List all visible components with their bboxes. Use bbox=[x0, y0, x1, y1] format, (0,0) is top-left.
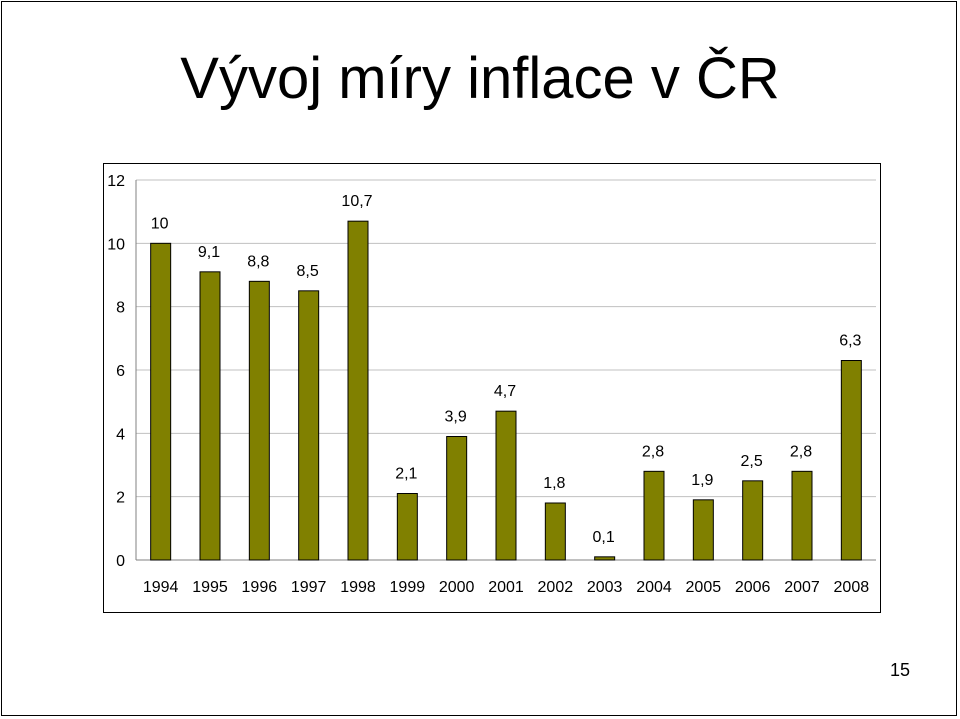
slide-title: Vývoj míry inflace v ČR bbox=[180, 46, 780, 111]
bar-1998 bbox=[347, 220, 369, 561]
bar-2001 bbox=[495, 410, 517, 561]
data-label-2007: 2,8 bbox=[790, 443, 812, 460]
x-tick-label-1999: 1999 bbox=[390, 579, 426, 596]
bar-1997 bbox=[298, 290, 320, 561]
data-label-2001: 4,7 bbox=[494, 383, 516, 400]
x-tick-label-2007: 2007 bbox=[784, 579, 820, 596]
x-tick-label-2008: 2008 bbox=[834, 579, 870, 596]
data-label-1994: 10 bbox=[151, 215, 169, 232]
x-tick-label-1994: 1994 bbox=[143, 579, 179, 596]
chart-frame bbox=[103, 163, 881, 613]
y-tick-label: 10 bbox=[107, 236, 125, 253]
x-tick-label-1995: 1995 bbox=[192, 579, 228, 596]
bar-1996 bbox=[248, 280, 270, 561]
y-tick-label: 8 bbox=[116, 300, 125, 317]
x-tick-label-2005: 2005 bbox=[686, 579, 722, 596]
x-tick-label-2002: 2002 bbox=[538, 579, 574, 596]
y-tick-label: 2 bbox=[116, 490, 125, 507]
y-tick-label: 6 bbox=[116, 363, 125, 380]
page-number: 15 bbox=[889, 660, 910, 680]
data-label-2005: 1,9 bbox=[691, 472, 713, 489]
data-label-1997: 8,5 bbox=[297, 263, 319, 280]
data-label-2003: 0,1 bbox=[593, 529, 615, 546]
data-label-1996: 8,8 bbox=[247, 253, 269, 270]
bar-2006 bbox=[742, 480, 764, 561]
bar-2005 bbox=[692, 499, 714, 561]
bar-1999 bbox=[396, 493, 418, 561]
data-label-2008: 6,3 bbox=[839, 333, 861, 350]
x-tick-label-1996: 1996 bbox=[242, 579, 278, 596]
bar-2000 bbox=[446, 436, 468, 561]
x-tick-label-2000: 2000 bbox=[439, 579, 475, 596]
x-tick-label-2006: 2006 bbox=[735, 579, 771, 596]
y-tick-label: 4 bbox=[116, 426, 125, 443]
x-tick-label-2004: 2004 bbox=[636, 579, 672, 596]
data-label-2002: 1,8 bbox=[543, 475, 565, 492]
bar-1994 bbox=[150, 242, 172, 561]
data-label-2006: 2,5 bbox=[741, 453, 763, 470]
x-tick-label-2003: 2003 bbox=[587, 579, 623, 596]
data-label-1995: 9,1 bbox=[198, 244, 220, 261]
data-label-1999: 2,1 bbox=[395, 466, 417, 483]
bar-2002 bbox=[544, 502, 566, 561]
x-tick-label-1997: 1997 bbox=[291, 579, 327, 596]
y-tick-label: 0 bbox=[116, 553, 125, 570]
x-tick-label-1998: 1998 bbox=[340, 579, 376, 596]
bar-2003 bbox=[594, 556, 616, 561]
x-tick-label-2001: 2001 bbox=[488, 579, 524, 596]
data-label-1998: 10,7 bbox=[341, 193, 372, 210]
bar-2004 bbox=[643, 470, 665, 561]
bar-1995 bbox=[199, 271, 221, 561]
data-label-2000: 3,9 bbox=[445, 409, 467, 426]
bar-2007 bbox=[791, 470, 813, 561]
data-label-2004: 2,8 bbox=[642, 443, 664, 460]
y-tick-label: 12 bbox=[107, 173, 125, 190]
bar-2008 bbox=[840, 360, 862, 561]
